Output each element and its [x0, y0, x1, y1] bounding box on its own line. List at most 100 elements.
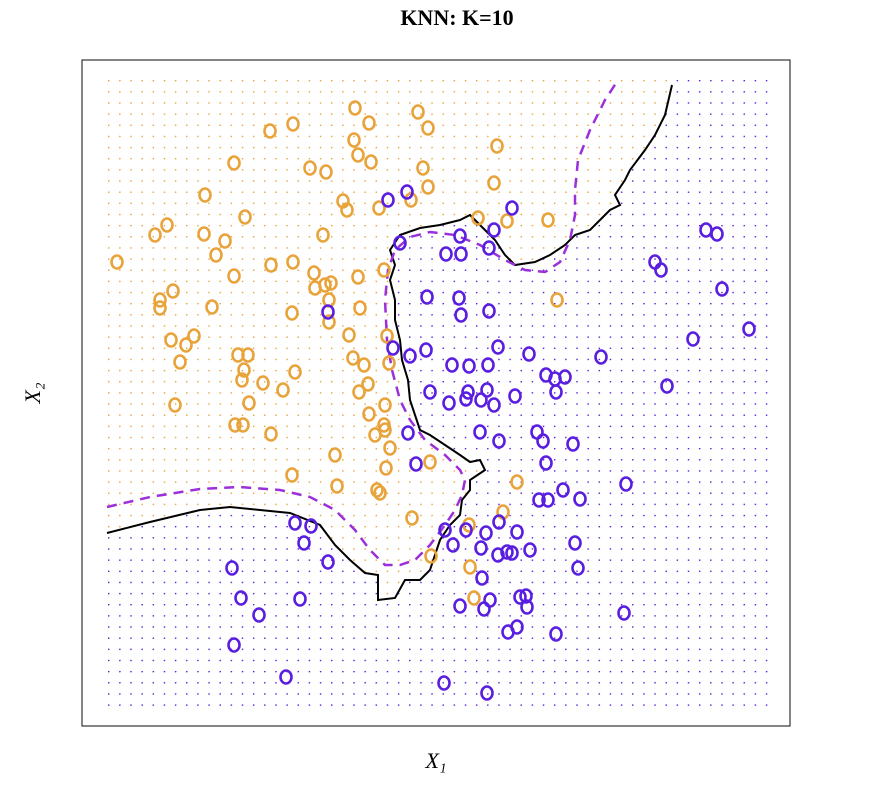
- x-axis-label: X₁: [424, 748, 446, 773]
- point: [319, 164, 333, 180]
- point: [523, 542, 537, 558]
- point: [619, 476, 633, 492]
- chart-title: KNN: K=10: [400, 5, 513, 30]
- point: [411, 104, 425, 120]
- point: [110, 254, 124, 270]
- point: [594, 349, 608, 365]
- point: [490, 138, 504, 154]
- point: [153, 300, 167, 316]
- point: [383, 440, 397, 456]
- point: [549, 626, 563, 642]
- point: [378, 397, 392, 413]
- point: [228, 417, 242, 433]
- point: [541, 492, 555, 508]
- point: [505, 200, 519, 216]
- point: [264, 426, 278, 442]
- point: [421, 179, 435, 195]
- point: [362, 115, 376, 131]
- point: [286, 116, 300, 132]
- point: [303, 160, 317, 176]
- point: [479, 525, 493, 541]
- point: [380, 328, 394, 344]
- point: [571, 560, 585, 576]
- point: [227, 637, 241, 653]
- point: [293, 591, 307, 607]
- point: [492, 514, 506, 530]
- point: [617, 605, 631, 621]
- point: [307, 265, 321, 281]
- point: [491, 339, 505, 355]
- point: [474, 392, 488, 408]
- point: [439, 246, 453, 262]
- point: [481, 357, 495, 373]
- point: [321, 304, 335, 320]
- point: [401, 425, 415, 441]
- point: [742, 321, 756, 337]
- point: [471, 210, 485, 226]
- point: [364, 154, 378, 170]
- point: [330, 478, 344, 494]
- point: [438, 522, 452, 538]
- point: [241, 347, 255, 363]
- point: [288, 515, 302, 531]
- point: [227, 268, 241, 284]
- point: [148, 227, 162, 243]
- point: [279, 669, 293, 685]
- point: [227, 155, 241, 171]
- point: [362, 406, 376, 422]
- point: [463, 559, 477, 575]
- point: [297, 535, 311, 551]
- point: [205, 299, 219, 315]
- point: [322, 314, 336, 330]
- point: [532, 492, 546, 508]
- point: [353, 300, 367, 316]
- point: [348, 100, 362, 116]
- point: [304, 518, 318, 534]
- point: [459, 522, 473, 538]
- point: [286, 254, 300, 270]
- point: [710, 226, 724, 242]
- point: [252, 607, 266, 623]
- point: [236, 417, 250, 433]
- point: [462, 358, 476, 374]
- point: [573, 491, 587, 507]
- point: [187, 328, 201, 344]
- point: [347, 132, 361, 148]
- point: [442, 395, 456, 411]
- point: [424, 548, 438, 564]
- point: [168, 397, 182, 413]
- point: [419, 342, 433, 358]
- point: [556, 482, 570, 498]
- point: [316, 227, 330, 243]
- point: [357, 357, 371, 373]
- point: [285, 305, 299, 321]
- point: [346, 350, 360, 366]
- point: [321, 554, 335, 570]
- point: [510, 474, 524, 490]
- point: [459, 391, 473, 407]
- point: [480, 685, 494, 701]
- point: [377, 262, 391, 278]
- plot-frame: [81, 59, 791, 727]
- point: [541, 212, 555, 228]
- point: [381, 192, 395, 208]
- point: [198, 187, 212, 203]
- point: [500, 213, 514, 229]
- point: [416, 160, 430, 176]
- point: [550, 292, 564, 308]
- point: [568, 535, 582, 551]
- point: [166, 283, 180, 299]
- point: [510, 524, 524, 540]
- point: [513, 589, 527, 605]
- bayes-boundary: [106, 79, 620, 567]
- point: [378, 422, 392, 438]
- point: [197, 226, 211, 242]
- point: [487, 175, 501, 191]
- point: [437, 675, 451, 691]
- point: [421, 120, 435, 136]
- point: [446, 537, 460, 553]
- point: [405, 510, 419, 526]
- point: [160, 217, 174, 233]
- point: [654, 262, 668, 278]
- point: [491, 547, 505, 563]
